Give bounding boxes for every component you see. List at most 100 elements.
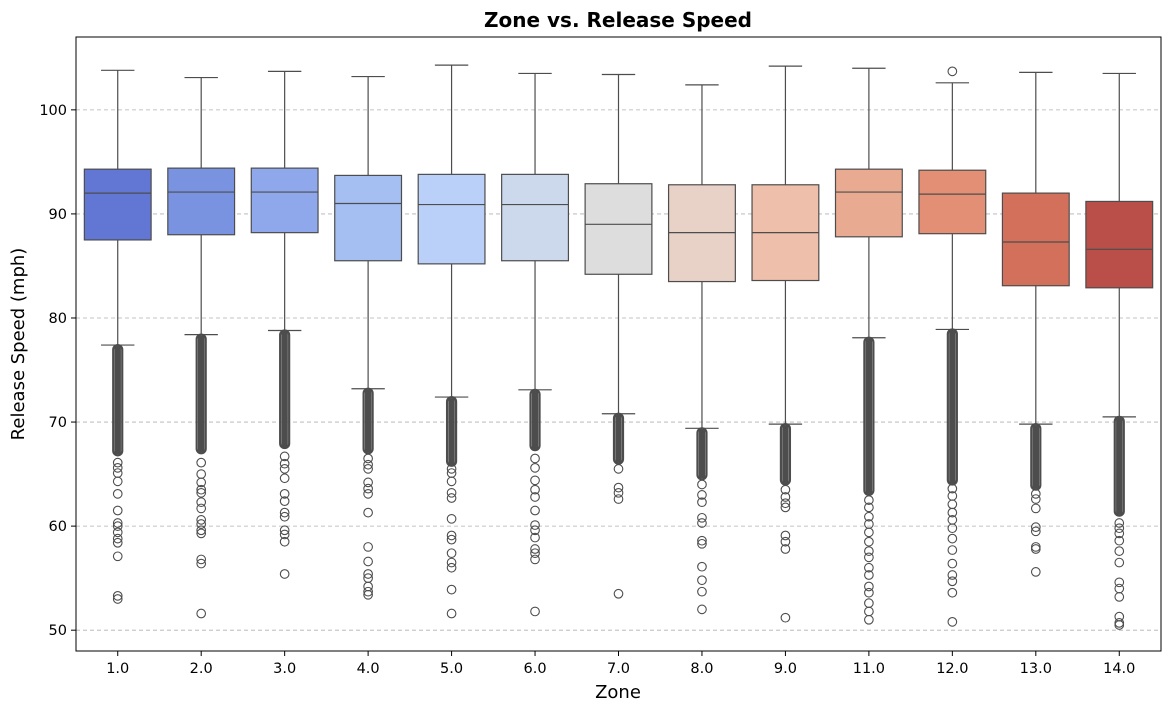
outlier-cluster	[281, 331, 288, 448]
outlier-point	[112, 468, 123, 478]
outlier-point	[279, 458, 290, 469]
outlier-point	[530, 548, 540, 559]
x-tick-label: 7.0	[607, 661, 630, 677]
outlier-point	[780, 502, 791, 513]
outlier-point	[864, 546, 874, 556]
chart-title: Zone vs. Release Speed	[484, 8, 752, 32]
box-zone-4.0	[334, 75, 403, 600]
outlier-point	[613, 482, 624, 493]
outlier-point	[112, 551, 123, 562]
outlier-point	[947, 617, 958, 627]
x-tick-label: 14.0	[1103, 661, 1135, 677]
iqr-box	[83, 168, 152, 241]
outlier-point	[196, 608, 207, 619]
outlier-cluster	[448, 398, 455, 465]
outlier-point	[363, 459, 373, 470]
outlier-point	[530, 554, 540, 565]
outlier-point	[1030, 567, 1041, 577]
outlier-point	[446, 530, 457, 541]
outlier-point	[279, 536, 290, 547]
outlier-cluster-edge	[863, 336, 875, 496]
iqr-box	[918, 169, 987, 235]
outlier-point	[196, 528, 207, 539]
outlier-point	[1030, 542, 1041, 552]
outlier-point	[780, 484, 791, 495]
y-tick-label: 80	[49, 311, 67, 327]
x-tick-label: 12.0	[936, 661, 968, 677]
outlier-cluster	[1116, 417, 1123, 515]
y-tick-label: 70	[49, 415, 67, 431]
iqr-box	[167, 167, 236, 236]
outlier-point	[697, 512, 707, 523]
outlier-point	[112, 527, 123, 538]
outlier-point	[363, 573, 373, 584]
outlier-point	[697, 518, 707, 528]
outlier-cluster	[531, 390, 539, 450]
outlier-point	[864, 552, 874, 563]
outlier-point	[947, 66, 958, 77]
outlier-point	[446, 584, 457, 595]
outlier-point	[697, 575, 707, 586]
outlier-point	[363, 542, 373, 552]
outlier-cluster	[782, 425, 789, 484]
outlier-point	[446, 562, 457, 573]
outlier-point	[363, 483, 373, 494]
iqr-box	[250, 167, 319, 234]
outlier-point	[446, 548, 457, 559]
outlier-cluster	[197, 335, 205, 453]
outlier-point	[1114, 535, 1125, 546]
outlier-point	[279, 569, 290, 579]
outlier-point	[1030, 494, 1041, 504]
outlier-cluster	[615, 414, 622, 463]
box-zone-3.0	[250, 70, 319, 579]
outlier-point	[446, 513, 457, 524]
x-tick-label: 1.0	[106, 661, 129, 677]
outlier-point	[1030, 522, 1041, 533]
box-zone-8.0	[667, 84, 736, 615]
outlier-point	[446, 493, 457, 503]
y-tick-label: 100	[39, 103, 67, 119]
outlier-point	[279, 507, 290, 518]
outlier-point	[530, 520, 540, 530]
box-zone-2.0	[167, 76, 236, 619]
outlier-point	[864, 502, 874, 513]
outlier-point	[1114, 518, 1125, 528]
outlier-point	[1114, 583, 1125, 594]
outlier-point	[697, 479, 707, 490]
outlier-cluster-edge	[1113, 415, 1125, 517]
outlier-cluster-edge	[362, 387, 374, 455]
outlier-point	[530, 462, 540, 473]
outlier-point	[112, 462, 123, 473]
outlier-point	[1114, 557, 1125, 568]
outlier-point	[780, 498, 791, 509]
outlier-point	[1114, 611, 1125, 622]
x-tick-label: 4.0	[357, 661, 380, 677]
outlier-point	[613, 494, 624, 504]
outlier-point	[363, 507, 373, 518]
outlier-point	[446, 534, 457, 545]
outlier-point	[530, 484, 540, 495]
outlier-point	[446, 608, 457, 619]
x-tick-label: 9.0	[774, 661, 797, 677]
x-tick-label: 3.0	[273, 661, 296, 677]
outlier-point	[697, 490, 707, 500]
outlier-point	[196, 487, 207, 498]
outlier-point	[613, 487, 624, 498]
outlier-point	[1114, 546, 1125, 556]
outlier-point	[196, 525, 207, 536]
outlier-point	[697, 538, 707, 549]
outlier-point	[947, 491, 958, 501]
outlier-point	[196, 469, 207, 479]
outlier-point	[279, 529, 290, 540]
y-tick-label: 60	[49, 519, 67, 535]
outlier-point	[780, 612, 791, 623]
outlier-point	[446, 468, 457, 478]
iqr-box	[334, 174, 403, 262]
outlier-point	[446, 487, 457, 498]
outlier-point	[864, 495, 874, 505]
outlier-cluster-edge	[779, 423, 792, 486]
outlier-point	[947, 587, 958, 598]
outlier-point	[864, 598, 874, 608]
outlier-point	[1114, 528, 1125, 539]
